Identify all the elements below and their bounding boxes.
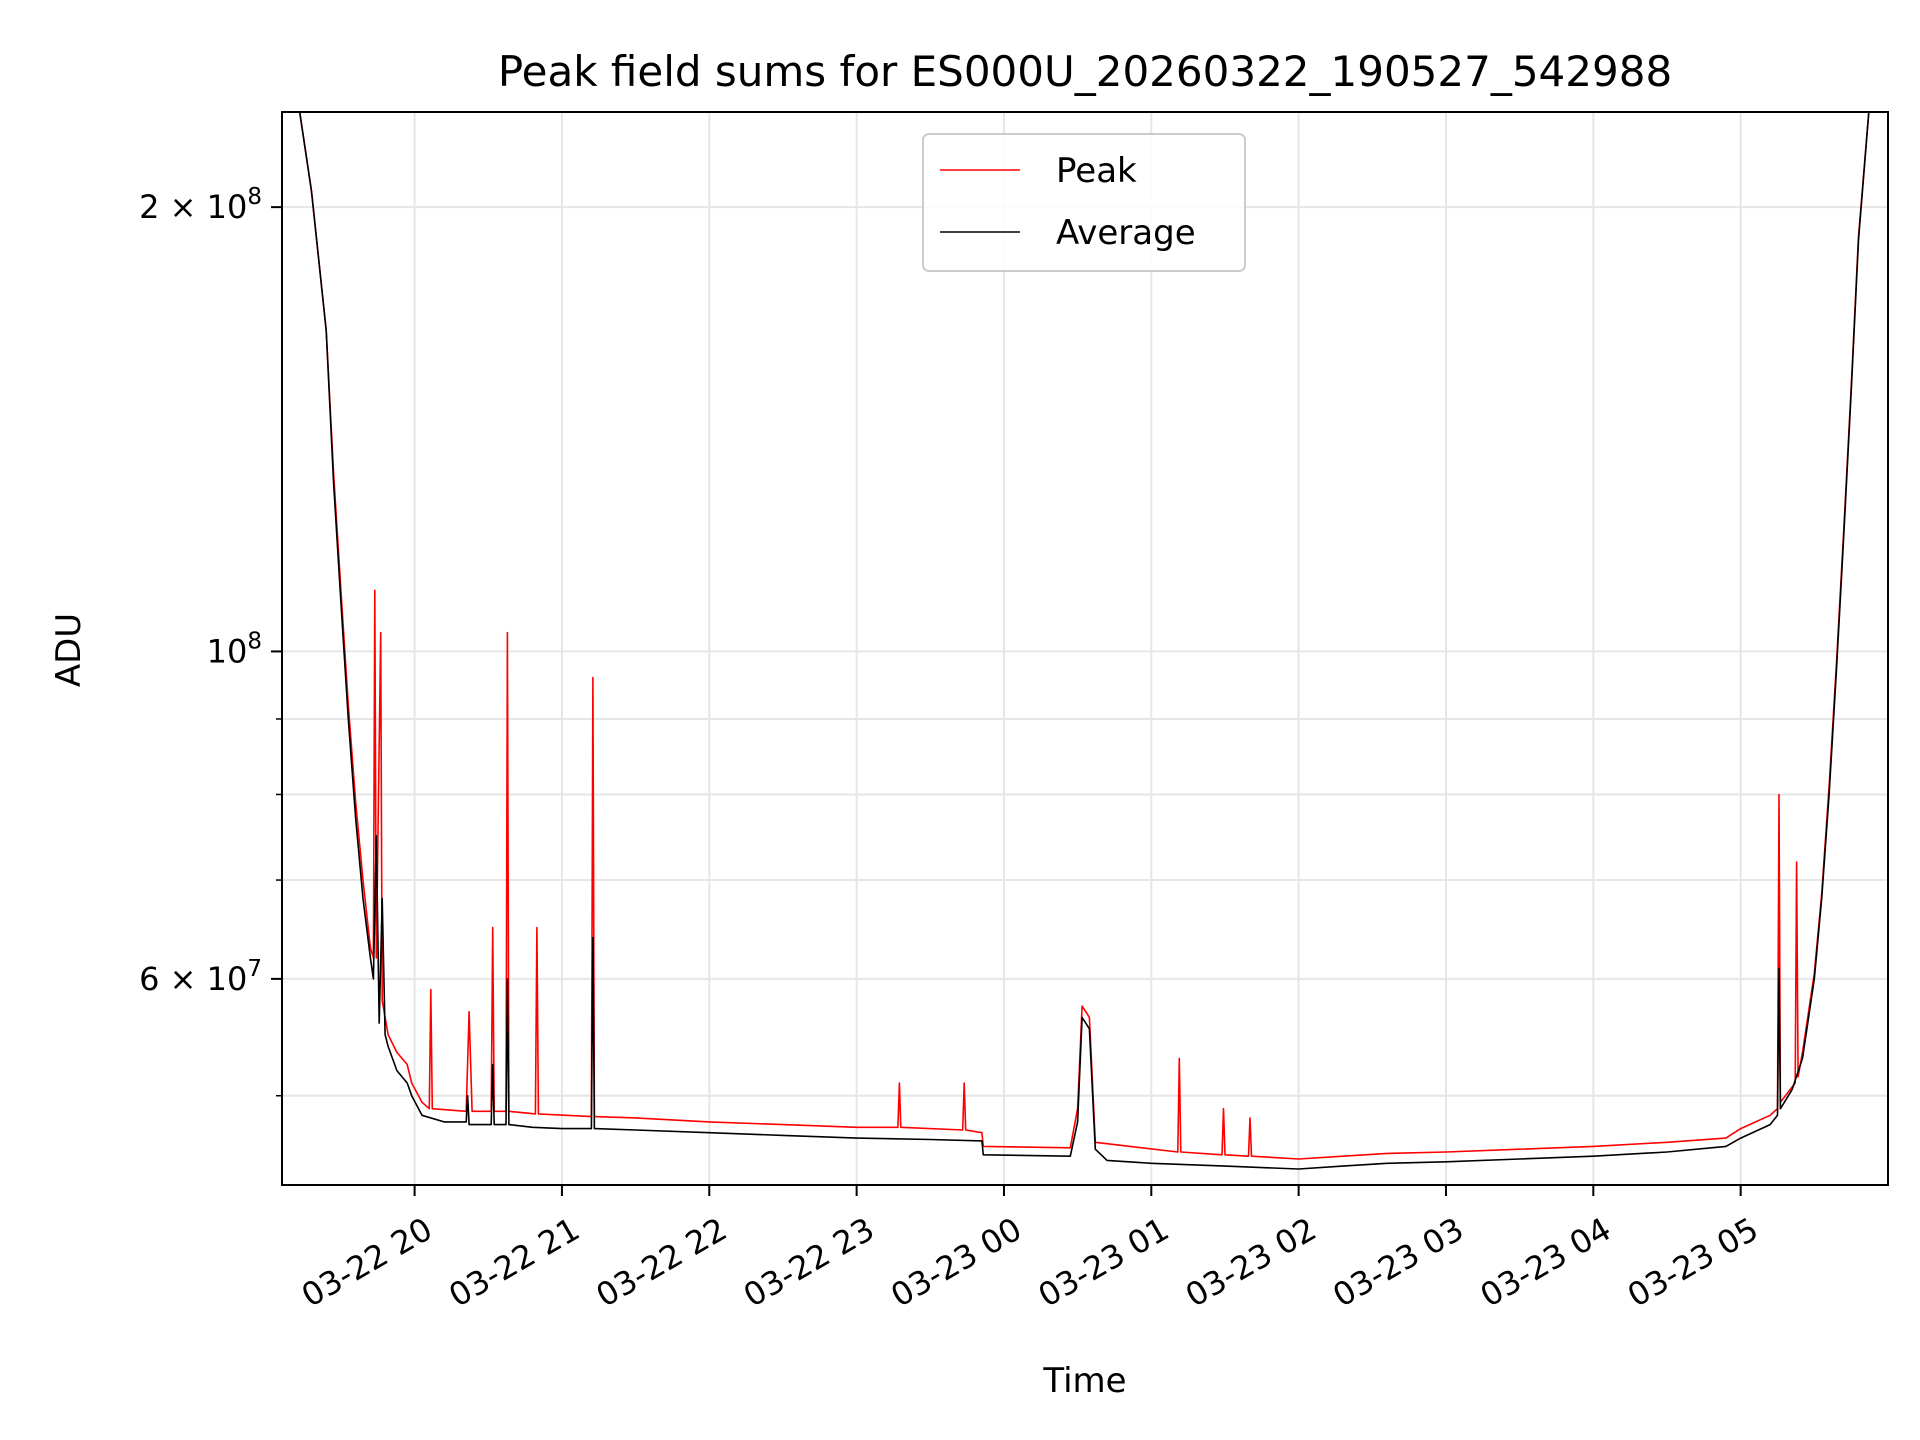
y-tick-exponent: 7 xyxy=(247,956,262,982)
series-line-average xyxy=(282,112,1888,1170)
series-layer xyxy=(282,112,1888,1170)
y-tick-label: 6 × 107 xyxy=(139,956,262,998)
y-tick-mantissa: 6 × 10 xyxy=(139,960,247,998)
chart-title: Peak field sums for ES000U_20260322_1905… xyxy=(498,47,1672,96)
y-tick-exponent: 8 xyxy=(247,628,262,654)
y-tick-mantissa: 2 × 10 xyxy=(139,188,247,226)
y-tick-label: 108 xyxy=(207,628,262,670)
y-axis-label: ADU xyxy=(49,613,89,687)
y-tick-mantissa: 10 xyxy=(207,632,248,670)
legend-label-peak: Peak xyxy=(1056,151,1137,191)
y-tick-exponent: 8 xyxy=(247,184,262,210)
legend: Peak Average xyxy=(922,133,1246,272)
y-tick-label: 2 × 108 xyxy=(139,184,262,226)
x-axis-label: Time xyxy=(1042,1361,1126,1401)
legend-label-average: Average xyxy=(1056,213,1196,253)
plot-frame xyxy=(281,111,1889,1186)
legend-box xyxy=(922,133,1246,272)
